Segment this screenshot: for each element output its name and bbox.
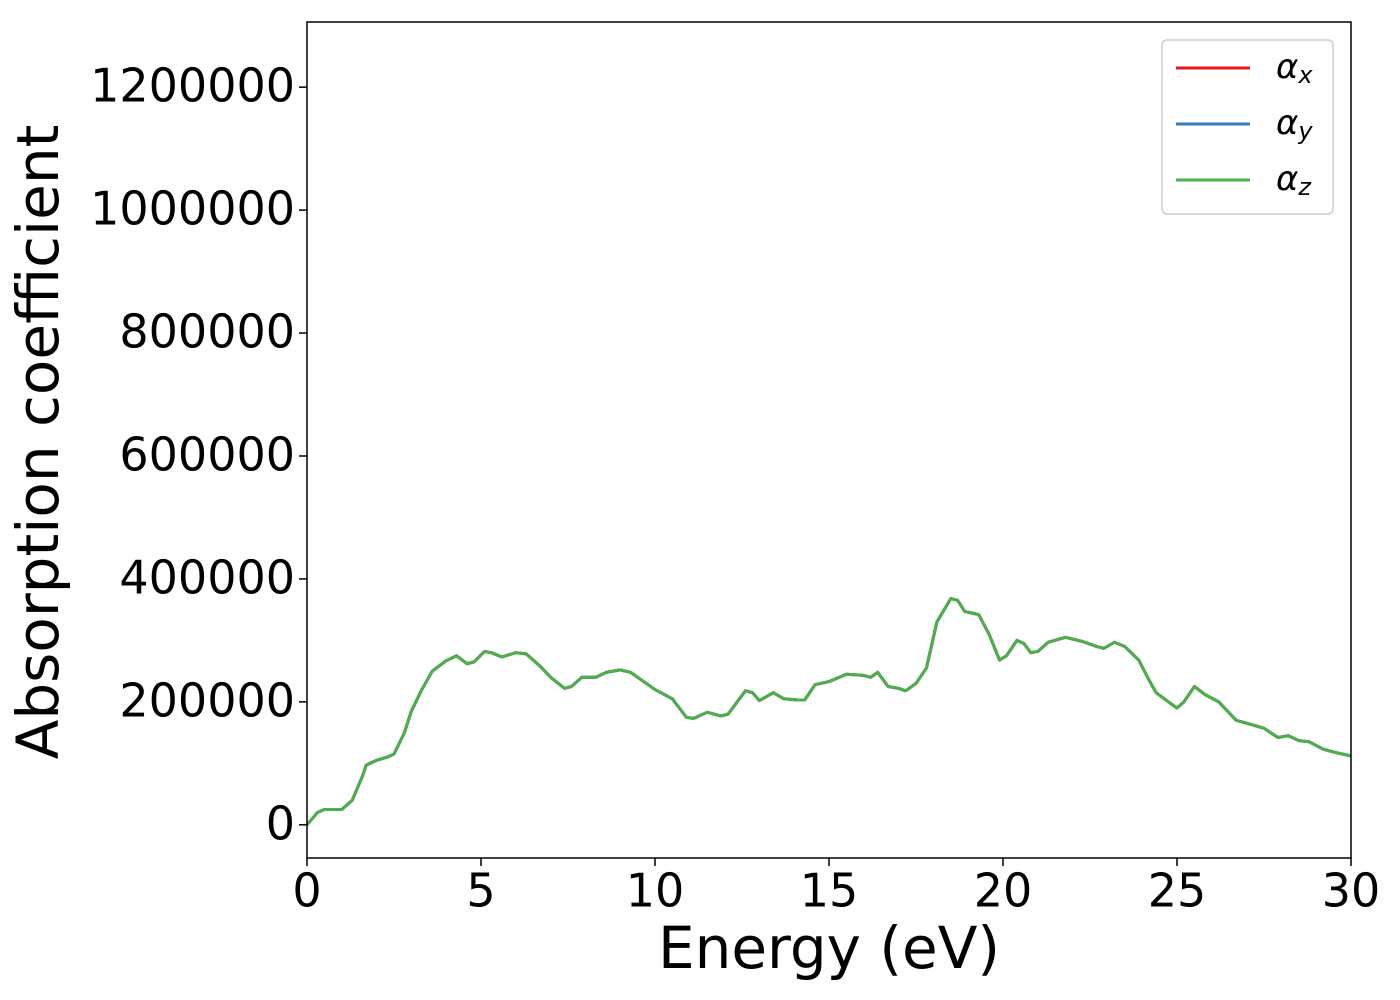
legend-box: [1161, 39, 1334, 215]
x-axis-label: Energy (eV): [658, 914, 1000, 982]
y-tick-label: 1000000: [90, 182, 295, 236]
legend-label: αz: [1276, 159, 1312, 202]
x-tick-label: 10: [626, 864, 685, 918]
y-tick-label: 0: [266, 796, 295, 850]
x-tick-label: 30: [1322, 864, 1381, 918]
y-tick-label: 800000: [119, 305, 295, 359]
x-tick-label: 5: [466, 864, 495, 918]
y-axis-label: Absorption coefficient: [4, 125, 72, 760]
legend-label: αy: [1276, 103, 1313, 146]
plot-frame: [306, 21, 1352, 859]
y-tick-label: 200000: [119, 673, 295, 727]
y-tick-label: 600000: [119, 427, 295, 481]
x-tick-label: 0: [292, 864, 321, 918]
series-line: [307, 597, 1351, 826]
x-tick-label: 25: [1148, 864, 1207, 918]
legend-label: αx: [1276, 47, 1313, 90]
x-tick-label: 15: [800, 864, 859, 918]
y-tick-label: 1200000: [90, 59, 295, 113]
x-tick-label: 20: [974, 864, 1033, 918]
y-tick-label: 400000: [119, 550, 295, 604]
